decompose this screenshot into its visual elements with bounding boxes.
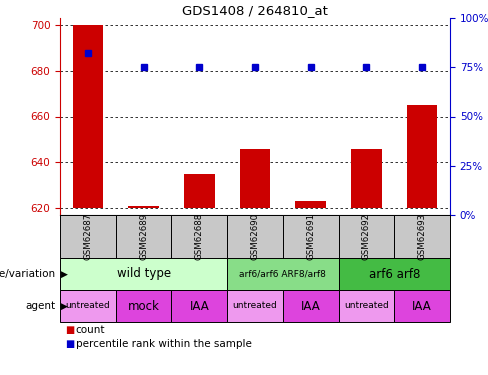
Text: wild type: wild type — [117, 267, 171, 280]
Text: GSM62691: GSM62691 — [306, 213, 315, 260]
Text: ▶: ▶ — [61, 302, 68, 310]
Text: GSM62692: GSM62692 — [362, 213, 371, 260]
Text: agent: agent — [25, 301, 55, 311]
Text: arf6/arf6 ARF8/arf8: arf6/arf6 ARF8/arf8 — [240, 270, 326, 279]
Bar — [240, 148, 270, 208]
Text: GSM62688: GSM62688 — [195, 213, 204, 260]
Bar — [295, 201, 326, 208]
Text: percentile rank within the sample: percentile rank within the sample — [76, 339, 251, 349]
Bar — [73, 25, 103, 208]
Bar — [407, 105, 437, 208]
Bar — [351, 148, 382, 208]
Title: GDS1408 / 264810_at: GDS1408 / 264810_at — [182, 4, 328, 17]
Text: genotype/variation: genotype/variation — [0, 269, 55, 279]
Text: IAA: IAA — [301, 300, 321, 312]
Text: ▶: ▶ — [61, 270, 68, 279]
Text: IAA: IAA — [189, 300, 209, 312]
Text: GSM62690: GSM62690 — [250, 213, 260, 260]
Text: untreated: untreated — [344, 302, 389, 310]
Text: ■: ■ — [65, 325, 74, 335]
Text: GSM62689: GSM62689 — [139, 213, 148, 260]
Text: untreated: untreated — [65, 302, 110, 310]
Text: mock: mock — [128, 300, 160, 312]
Text: GSM62687: GSM62687 — [83, 213, 92, 260]
Bar — [128, 206, 159, 208]
Bar — [184, 174, 215, 208]
Text: ■: ■ — [65, 339, 74, 349]
Text: untreated: untreated — [233, 302, 277, 310]
Text: IAA: IAA — [412, 300, 432, 312]
Text: arf6 arf8: arf6 arf8 — [368, 267, 420, 280]
Text: GSM62693: GSM62693 — [418, 213, 427, 260]
Text: count: count — [76, 325, 105, 335]
